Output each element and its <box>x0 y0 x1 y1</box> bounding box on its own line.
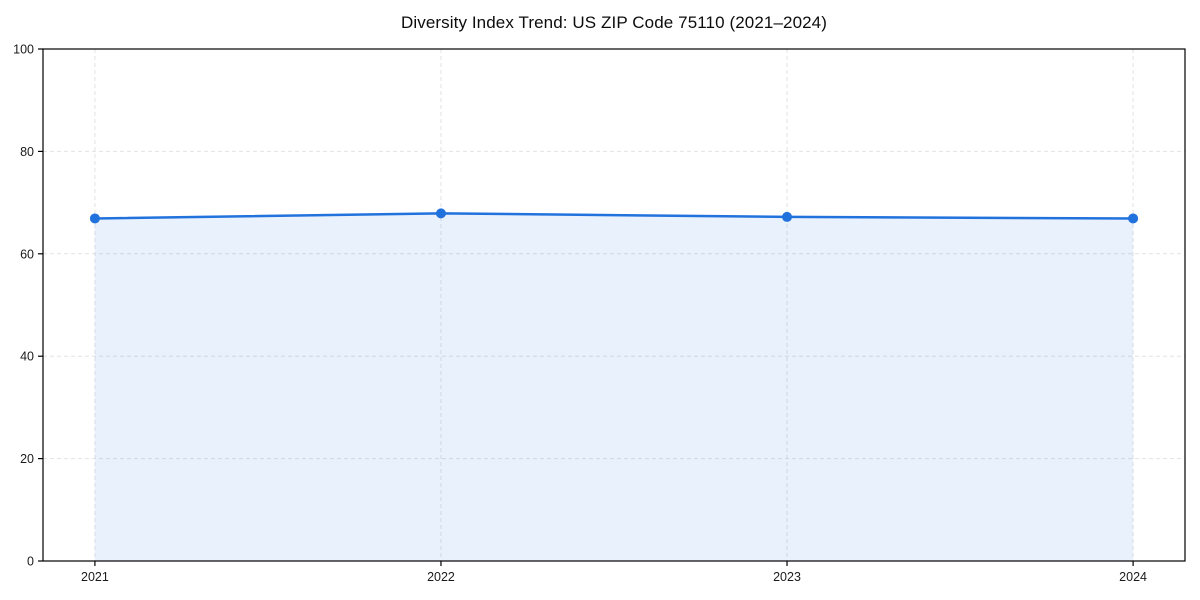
axes-spines <box>42 48 1186 562</box>
trend-line <box>93 212 1135 220</box>
x-tick-label: 2021 <box>81 570 109 584</box>
y-tick-label: 20 <box>20 452 34 466</box>
data-point-marker <box>1128 213 1139 224</box>
data-point-marker <box>435 208 446 219</box>
area-fill <box>94 213 1134 562</box>
y-tick-label: 100 <box>13 43 34 57</box>
y-tick-label: 40 <box>20 350 34 364</box>
x-tick-label: 2024 <box>1119 570 1147 584</box>
x-tick-label: 2023 <box>773 570 801 584</box>
data-point-marker <box>782 211 793 222</box>
chart-title: Diversity Index Trend: US ZIP Code 75110… <box>400 13 828 32</box>
y-tick-label: 80 <box>20 145 34 159</box>
y-tick-label: 60 <box>20 247 34 261</box>
y-tick-label: 0 <box>27 555 34 569</box>
x-tick-label: 2022 <box>427 570 455 584</box>
data-point-marker <box>89 213 100 224</box>
